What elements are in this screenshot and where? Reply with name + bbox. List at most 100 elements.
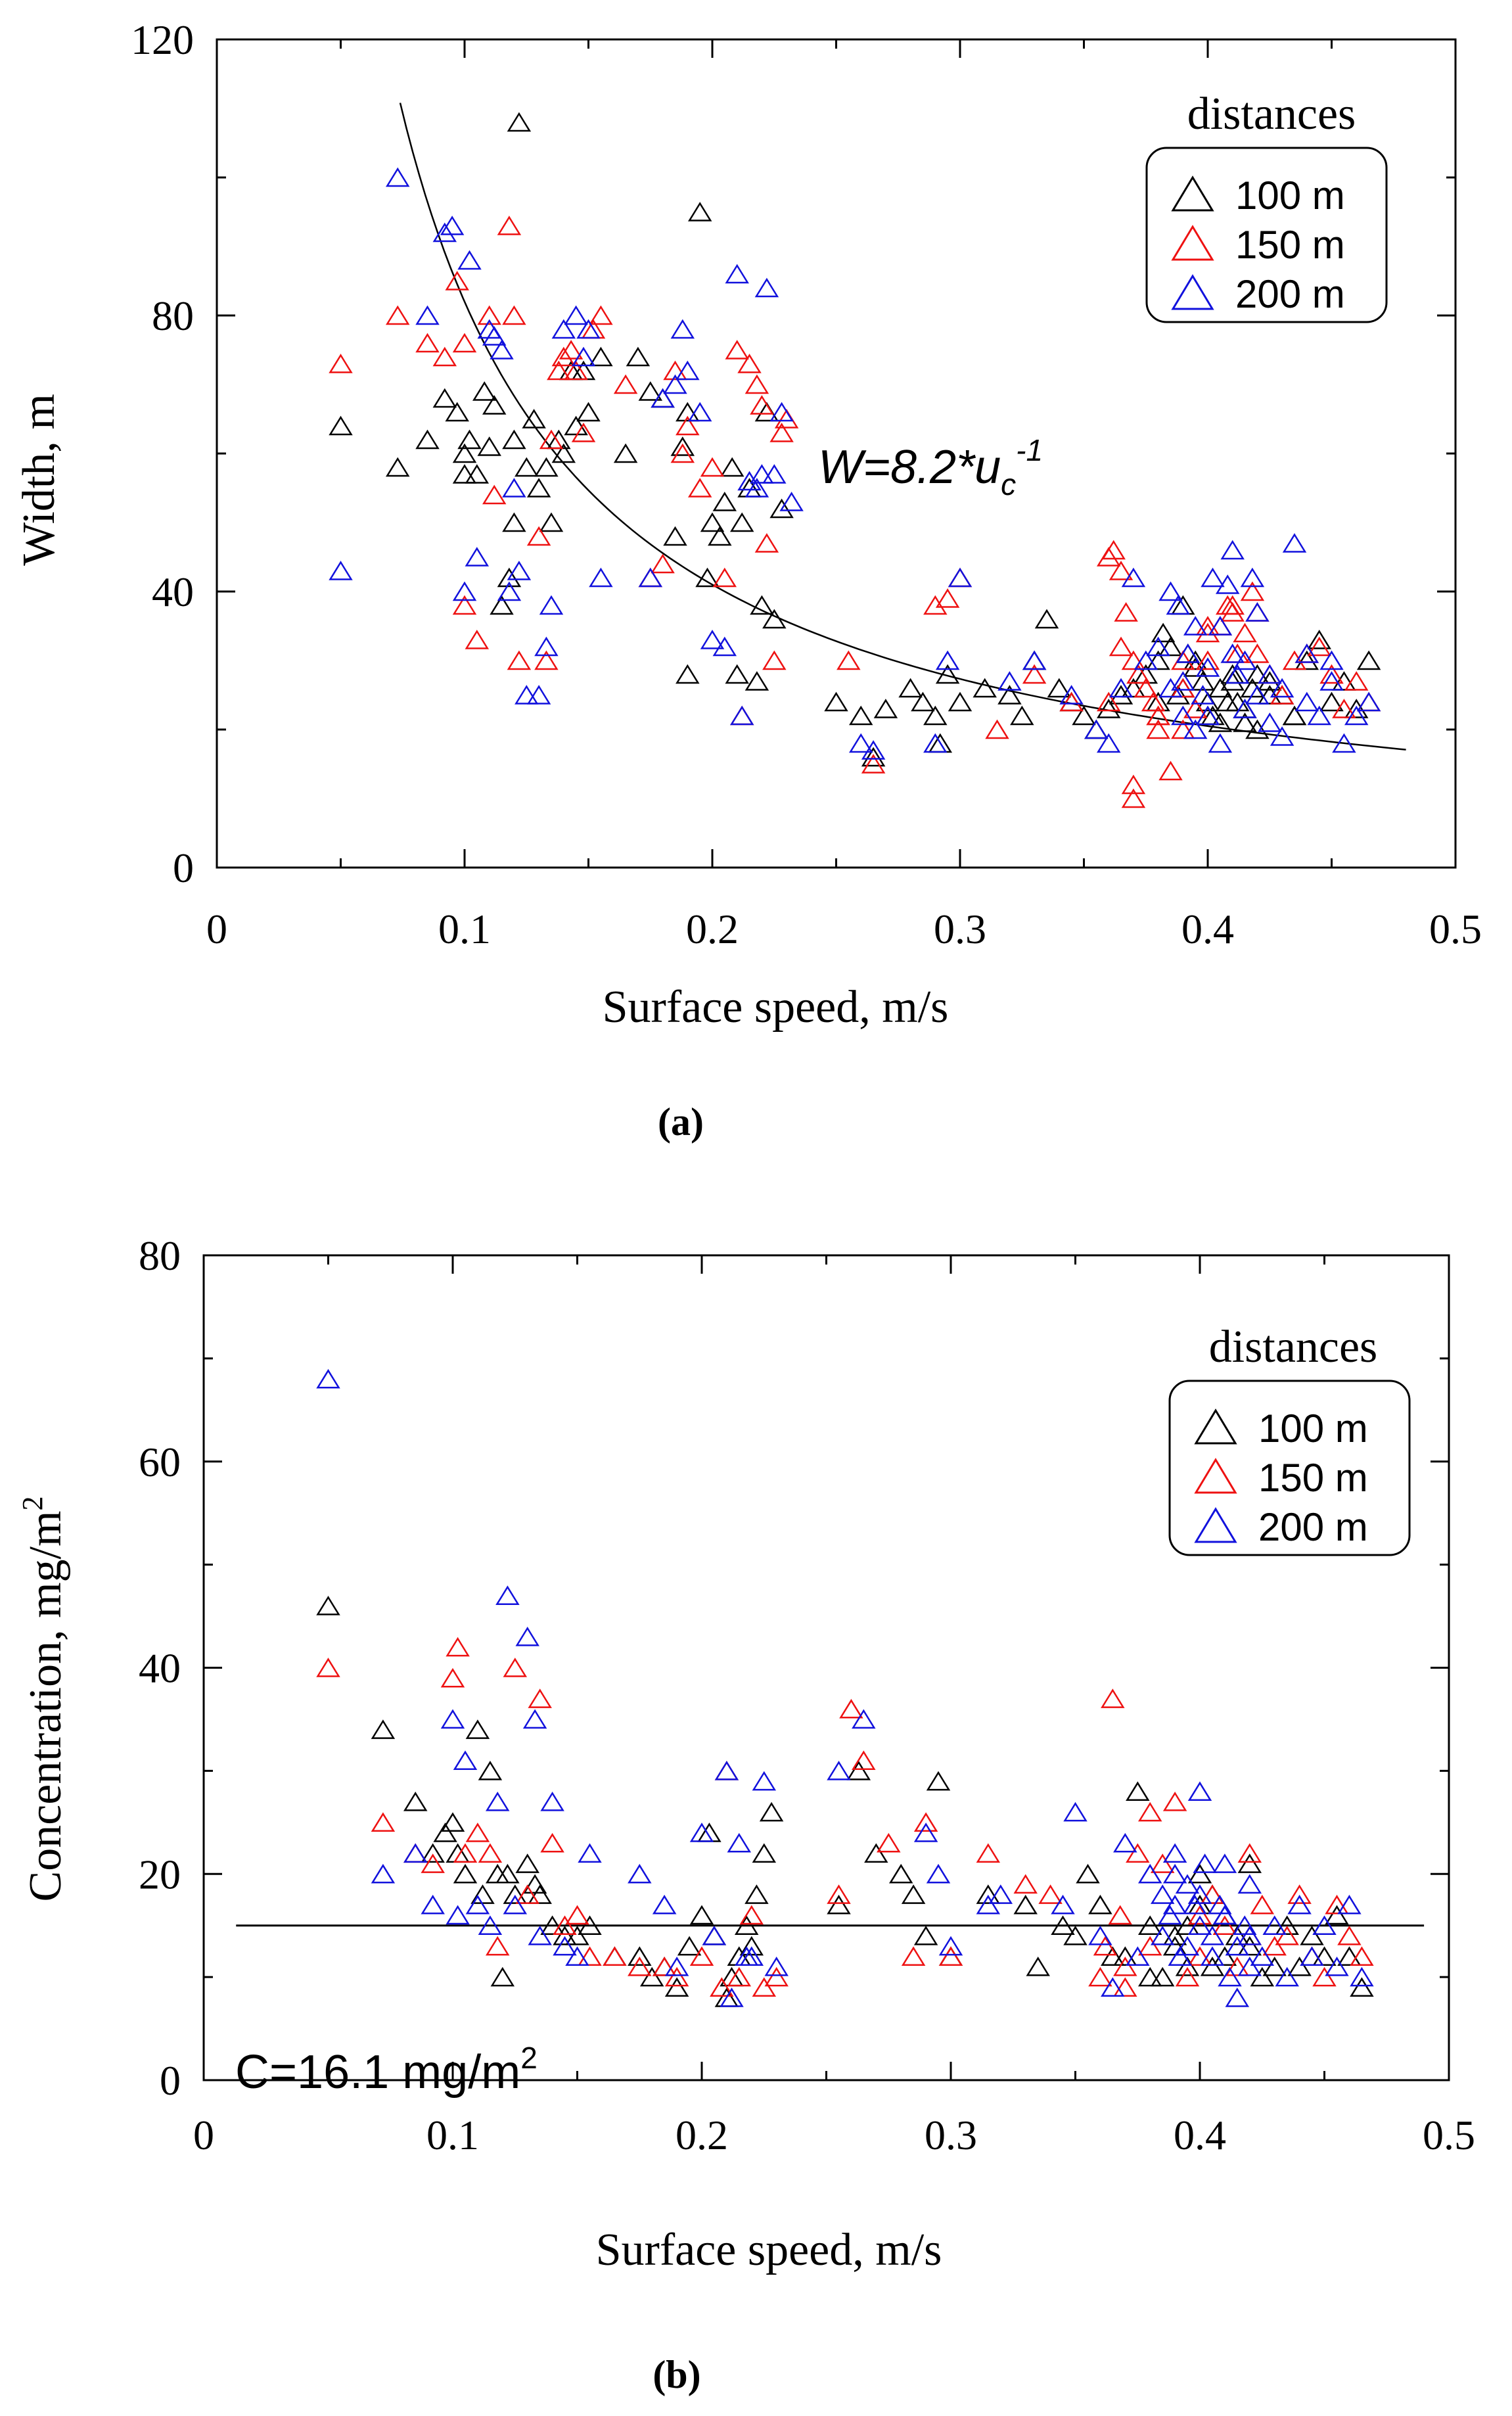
panel-b: 0 0.1 0.2 0.3 0.4 0.5 0 20 40 60 80 Surface speed… bbox=[16, 1232, 1475, 2396]
panel-a-point-100m bbox=[445, 402, 469, 422]
panel-b-point-100m bbox=[664, 1977, 689, 1997]
panel-b-xtick-label: 0 bbox=[193, 2112, 214, 2158]
panel-a-point-100m bbox=[452, 464, 477, 484]
panel-b-point-150m bbox=[316, 1658, 340, 1677]
panel-b-point-150m bbox=[976, 1843, 1001, 1863]
panel-a-point-200m bbox=[539, 595, 564, 615]
panel-b-point-150m bbox=[727, 1966, 752, 1987]
panel-a-xtick-label: 0 bbox=[206, 906, 227, 952]
panel-b-point-100m bbox=[1237, 1853, 1262, 1873]
panel-b-point-150m bbox=[421, 1853, 445, 1873]
panel-a-point-200m bbox=[1176, 643, 1201, 663]
panel-b-point-150m bbox=[1013, 1874, 1038, 1894]
panel-a-legend-marker-150 bbox=[1171, 225, 1214, 261]
panel-a-point-150m bbox=[737, 354, 762, 373]
panel-a-point-150m bbox=[571, 423, 596, 442]
panel-b-point-200m bbox=[1137, 1863, 1162, 1884]
panel-a-point-200m bbox=[779, 492, 804, 511]
panel-a-point-100m bbox=[676, 402, 700, 422]
panel-a-legend-box bbox=[1145, 147, 1388, 323]
panel-b-point-100m bbox=[1262, 1957, 1287, 1976]
panel-b-point-100m bbox=[1212, 1946, 1237, 1966]
panel-b-point-200m bbox=[495, 1585, 520, 1605]
panel-a-point-100m bbox=[329, 415, 353, 436]
panel-a-point-150m bbox=[1233, 622, 1257, 643]
panel-a-point-200m bbox=[1134, 650, 1158, 670]
panel-a-plot-frame bbox=[216, 38, 1457, 869]
panel-b-point-200m bbox=[1162, 1894, 1187, 1915]
panel-b-point-100m bbox=[745, 1884, 769, 1904]
panel-b-point-200m bbox=[1126, 1946, 1150, 1966]
panel-b-point-150m bbox=[652, 1957, 677, 1976]
panel-b-point-100m bbox=[1162, 1926, 1187, 1945]
panel-b-point-150m bbox=[852, 1750, 876, 1770]
panel-b-point-200m bbox=[1237, 1874, 1262, 1894]
panel-b-point-200m bbox=[540, 1792, 564, 1811]
panel-a-point-200m bbox=[1171, 671, 1195, 691]
panel-b-point-100m bbox=[528, 1884, 552, 1904]
panel-b-point-200m bbox=[827, 1761, 851, 1780]
panel-b-point-150m bbox=[1137, 1936, 1162, 1956]
panel-a-point-100m bbox=[1121, 678, 1146, 698]
panel-b-point-150m bbox=[1250, 1894, 1275, 1915]
panel-a-annotation-main: W=8.2*u bbox=[818, 441, 1001, 494]
panel-b-ytick-label: 0 bbox=[160, 2057, 181, 2104]
panel-a-point-150m bbox=[1220, 602, 1245, 622]
panel-a-point-200m bbox=[515, 685, 539, 705]
panel-a-point-150m bbox=[534, 650, 559, 670]
panel-a-point-100m bbox=[745, 671, 769, 691]
panel-a-point-150m bbox=[445, 271, 469, 290]
panel-a-point-100m bbox=[663, 526, 687, 546]
panel-b-point-200m bbox=[485, 1792, 510, 1811]
panel-a-point-150m bbox=[385, 305, 410, 325]
panel-a-legend-title: distances bbox=[1187, 89, 1356, 139]
panel-a-point-150m bbox=[1121, 788, 1146, 808]
panel-a-point-150m bbox=[415, 333, 440, 353]
panel-a-xtick-label: 0.4 bbox=[1181, 906, 1234, 952]
panel-a-point-100m bbox=[589, 346, 613, 367]
panel-a-point-150m bbox=[1022, 664, 1047, 684]
panel-a-point-150m bbox=[1121, 650, 1146, 670]
panel-b-point-100m bbox=[578, 1915, 602, 1935]
panel-b-point-200m bbox=[1275, 1966, 1299, 1987]
panel-a-point-200m bbox=[1245, 685, 1270, 705]
panel-a-point-200m bbox=[861, 740, 886, 760]
panel-a-point-100m bbox=[1109, 685, 1134, 705]
panel-a-point-200m bbox=[638, 567, 663, 588]
panel-b-point-100m bbox=[1076, 1863, 1100, 1884]
panel-a-point-200m bbox=[687, 402, 712, 422]
panel-b-point-200m bbox=[1162, 1843, 1187, 1863]
panel-b-xlabel: Surface speed, m/s bbox=[596, 2225, 942, 2275]
panel-b-point-200m bbox=[1200, 1946, 1225, 1966]
panel-b-point-100m bbox=[540, 1915, 564, 1935]
panel-b-point-200m bbox=[1113, 1832, 1137, 1853]
panel-b-point-200m bbox=[528, 1926, 552, 1945]
panel-a-point-200m bbox=[750, 464, 774, 484]
panel-b-point-200m bbox=[976, 1894, 1001, 1915]
panel-b-point-200m bbox=[565, 1946, 589, 1966]
panel-b-point-100m bbox=[1350, 1977, 1374, 1997]
panel-a-point-200m bbox=[576, 319, 601, 339]
panel-b-point-100m bbox=[316, 1596, 340, 1615]
panel-b-point-200m bbox=[1262, 1915, 1287, 1935]
panel-b-point-200m bbox=[1168, 1946, 1192, 1966]
panel-a-point-200m bbox=[1282, 533, 1307, 553]
panel-a-point-200m bbox=[571, 346, 596, 367]
panel-a-point-200m bbox=[1183, 719, 1208, 739]
panel-a-point-200m bbox=[712, 636, 737, 657]
panel-b-ytick-label: 20 bbox=[139, 1851, 181, 1897]
panel-a-point-150m bbox=[1126, 664, 1151, 684]
panel-a-point-200m bbox=[457, 250, 482, 270]
panel-b-point-200m bbox=[1187, 1781, 1212, 1801]
panel-a-point-100m bbox=[457, 429, 482, 450]
panel-b-point-200m bbox=[1187, 1884, 1212, 1904]
panel-b-point-100m bbox=[553, 1926, 577, 1945]
panel-b-point-200m bbox=[1193, 1853, 1217, 1873]
panel-a-point-200m bbox=[1294, 643, 1319, 663]
panel-a-point-100m bbox=[1034, 609, 1059, 629]
panel-b-point-150m bbox=[446, 1637, 470, 1657]
panel-a-point-150m bbox=[651, 553, 675, 574]
panel-b-legend-box bbox=[1168, 1380, 1411, 1556]
panel-a-point-150m bbox=[613, 374, 638, 394]
panel-a-point-100m bbox=[729, 512, 754, 532]
